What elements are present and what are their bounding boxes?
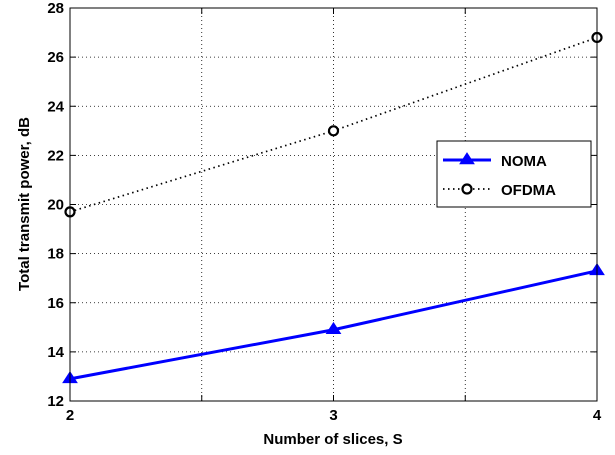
y-tick-label: 12 [47,393,64,410]
legend-noma-marker [459,152,475,165]
y-tick-label: 18 [47,246,64,263]
y-tick-label: 20 [47,197,64,214]
data-point-ofdma [327,125,340,137]
legend-box [436,140,592,208]
y-axis-label: Total transmit power, dB [16,117,33,291]
y-tick-label: 14 [47,344,64,361]
legend-noma-label: NOMA [501,153,547,170]
y-tick-label: 22 [47,147,64,164]
x-axis-label: Number of slices, S [263,431,402,448]
y-tick-label: 24 [47,98,64,115]
x-tick-label: 2 [66,407,74,424]
x-tick-label: 4 [593,407,602,424]
y-tick-label: 26 [47,49,64,66]
axis-ticks: 2 3 4 12 14 16 18 20 22 24 26 28 [47,0,602,424]
legend: NOMA OFDMA [436,140,592,208]
x-tick-label: 3 [329,407,337,424]
y-tick-label: 16 [47,295,64,312]
data-point-noma [325,321,342,335]
legend-ofdma-label: OFDMA [501,182,556,199]
legend-ofdma-marker [461,183,473,195]
y-tick-label: 28 [47,0,64,17]
